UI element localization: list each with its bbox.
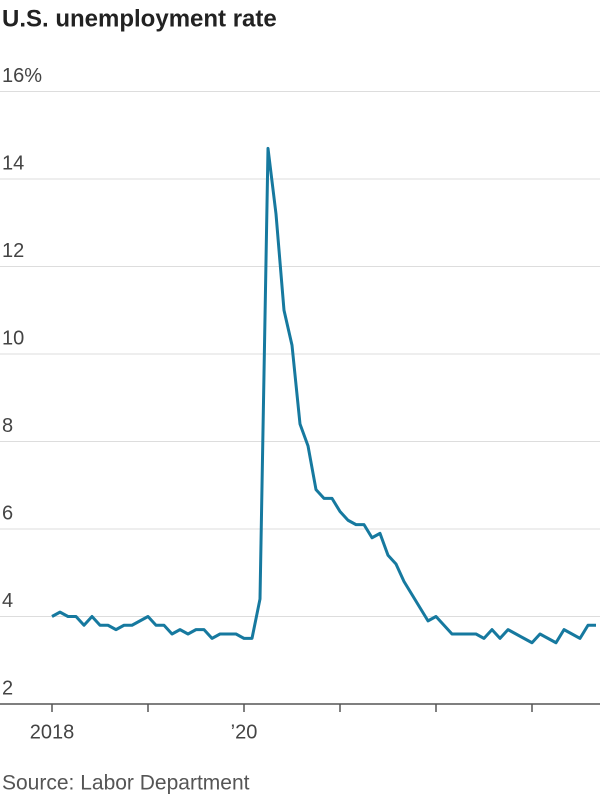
y-tick-label: 6: [2, 502, 13, 524]
x-tick-label: ’20: [231, 721, 258, 743]
y-tick-label: 12: [2, 240, 24, 262]
y-tick-label: 4: [2, 590, 13, 612]
chart-title: U.S. unemployment rate: [2, 5, 277, 32]
source: Source: Labor Department: [2, 772, 250, 795]
y-tick-label: 10: [2, 327, 24, 349]
y-tick-label: 14: [2, 152, 24, 174]
y-tick-label: 16%: [2, 65, 42, 87]
x-tick-label: 2018: [30, 721, 75, 743]
y-tick-label: 2: [2, 677, 13, 699]
y-tick-label: 8: [2, 415, 13, 437]
data-line: [51, 146, 596, 645]
